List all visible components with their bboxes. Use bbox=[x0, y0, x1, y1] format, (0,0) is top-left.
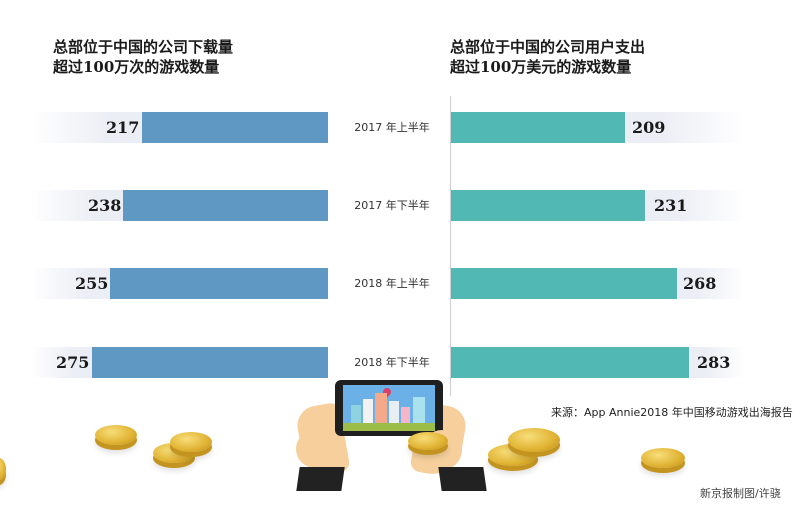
credit-note: 新京报制图/许骁 bbox=[700, 487, 781, 500]
building-icon bbox=[413, 397, 425, 423]
building-icon bbox=[351, 405, 361, 423]
left-palm bbox=[296, 430, 334, 468]
spending-value: 209 bbox=[632, 118, 666, 137]
downloads-value: 275 bbox=[56, 353, 90, 372]
downloads-bar bbox=[110, 268, 328, 299]
building-icon bbox=[401, 407, 410, 423]
right-bar-backdrop bbox=[689, 347, 745, 378]
left-chart-title: 总部位于中国的公司下载量 超过100万次的游戏数量 bbox=[53, 37, 233, 77]
downloads-bar bbox=[92, 347, 328, 378]
right-bar-backdrop bbox=[625, 112, 745, 143]
downloads-value: 217 bbox=[106, 118, 140, 137]
coin-icon bbox=[508, 428, 560, 452]
category-label: 2018 年下半年 bbox=[354, 356, 430, 369]
right-title-line2: 超过100万美元的游戏数量 bbox=[450, 58, 632, 76]
spending-bar bbox=[451, 268, 677, 299]
right-title-line1: 总部位于中国的公司用户支出 bbox=[450, 38, 646, 56]
coin-icon bbox=[408, 432, 448, 450]
downloads-value: 255 bbox=[75, 274, 109, 293]
ground bbox=[343, 423, 435, 431]
category-label: 2017 年下半年 bbox=[354, 199, 430, 212]
spending-bar bbox=[451, 190, 645, 221]
phone-screen-city bbox=[343, 385, 435, 431]
coin-icon bbox=[641, 448, 685, 468]
right-bar-backdrop bbox=[677, 268, 745, 299]
category-label: 2018 年上半年 bbox=[354, 277, 430, 290]
left-sleeve-cuff bbox=[296, 467, 345, 491]
spending-bar bbox=[451, 112, 625, 143]
phone-illustration bbox=[335, 380, 443, 436]
spending-value: 231 bbox=[654, 196, 688, 215]
left-bar-backdrop bbox=[30, 112, 142, 143]
center-divider bbox=[450, 96, 451, 396]
spending-value: 283 bbox=[697, 353, 731, 372]
source-note: 来源：App Annie2018 年中国移动游戏出海报告 bbox=[551, 406, 793, 419]
spending-value: 268 bbox=[683, 274, 717, 293]
downloads-value: 238 bbox=[88, 196, 122, 215]
building-icon bbox=[375, 393, 387, 423]
category-label: 2017 年上半年 bbox=[354, 121, 430, 134]
building-icon bbox=[363, 399, 373, 423]
right-sleeve-cuff bbox=[438, 467, 487, 491]
coin-icon bbox=[170, 432, 212, 452]
coin-icon bbox=[0, 458, 6, 480]
right-bar-backdrop bbox=[645, 190, 745, 221]
coin-icon bbox=[95, 425, 137, 445]
left-title-line2: 超过100万次的游戏数量 bbox=[53, 58, 220, 76]
downloads-bar bbox=[142, 112, 328, 143]
building-icon bbox=[389, 401, 399, 423]
downloads-bar bbox=[123, 190, 328, 221]
left-title-line1: 总部位于中国的公司下载量 bbox=[53, 38, 234, 56]
right-chart-title: 总部位于中国的公司用户支出 超过100万美元的游戏数量 bbox=[450, 37, 645, 77]
left-bar-backdrop bbox=[30, 347, 92, 378]
left-bar-backdrop bbox=[30, 268, 110, 299]
left-bar-backdrop bbox=[30, 190, 123, 221]
spending-bar bbox=[451, 347, 689, 378]
